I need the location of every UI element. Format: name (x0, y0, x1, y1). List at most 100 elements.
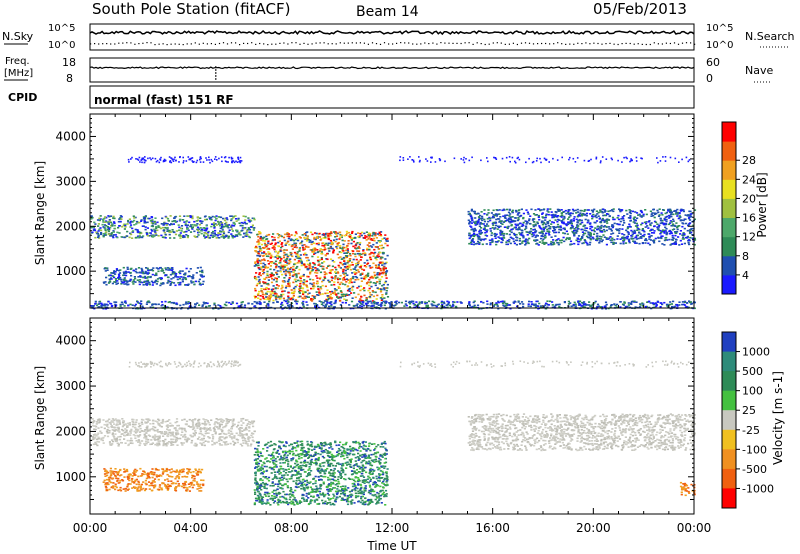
sparse-cell (171, 157, 173, 160)
range-cell (358, 299, 361, 302)
range-cell (674, 240, 677, 243)
range-cell (267, 279, 270, 281)
range-cell (371, 277, 374, 279)
range-cell (258, 259, 261, 262)
range-cell (93, 428, 96, 430)
range-cell (186, 227, 189, 230)
range-cell (595, 220, 599, 222)
nsearch-point (416, 43, 418, 45)
range-cell (584, 218, 587, 221)
range-cell (105, 225, 108, 227)
range-cell (375, 266, 378, 269)
range-cell (628, 238, 631, 241)
sparse-cell (191, 160, 194, 162)
range-cell (274, 256, 277, 258)
range-cell (482, 238, 486, 241)
range-cell (90, 226, 93, 229)
range-cell (471, 305, 474, 308)
range-cell (123, 236, 126, 239)
range-cell (474, 224, 477, 226)
range-cell (284, 273, 287, 275)
range-cell (312, 268, 315, 271)
sparse-cell (156, 159, 159, 162)
range-cell (254, 296, 257, 298)
range-cell (106, 269, 109, 271)
sparse-cell (190, 157, 193, 160)
range-cell (286, 267, 289, 270)
range-cell (527, 305, 530, 307)
range-cell (316, 282, 319, 284)
range-cell (169, 284, 172, 286)
range-cell (470, 217, 473, 220)
range-cell (224, 236, 227, 238)
range-cell (293, 242, 296, 245)
range-cell (494, 221, 497, 224)
range-cell (596, 228, 599, 231)
range-cell (204, 227, 207, 230)
range-cell (633, 300, 636, 303)
range-cell (334, 302, 337, 304)
range-cell (519, 302, 522, 305)
range-cell (637, 237, 640, 240)
range-cell (219, 227, 222, 230)
range-cell (515, 233, 518, 236)
range-cell (693, 243, 696, 246)
range-cell (671, 305, 674, 308)
range-cell (203, 234, 206, 236)
range-cell (362, 252, 365, 255)
range-cell (346, 289, 350, 292)
range-cell (573, 229, 576, 232)
date-label: 05/Feb/2013 (593, 0, 687, 18)
range-cell (221, 222, 224, 224)
range-cell (314, 232, 317, 234)
range-cell (621, 228, 624, 230)
range-cell (107, 230, 110, 233)
range-cell (279, 260, 282, 262)
range-cell (593, 230, 596, 233)
range-cell (520, 208, 523, 211)
range-cell (217, 222, 220, 224)
nsearch-point (162, 43, 164, 45)
range-cell (231, 302, 234, 304)
range-cell (94, 300, 97, 303)
range-cell (347, 279, 350, 281)
range-cell (103, 303, 106, 305)
range-cell (337, 297, 340, 299)
range-cell (277, 265, 281, 268)
range-cell (408, 300, 411, 303)
sparse-cell (411, 159, 413, 161)
sparse-cell (205, 157, 207, 159)
range-cell (442, 301, 445, 303)
range-cell (538, 302, 541, 305)
power-colorbar-tick: 24 (742, 173, 756, 186)
nsearch-point (569, 43, 571, 45)
range-cell (379, 233, 382, 236)
range-cell (279, 235, 282, 237)
range-cell (288, 285, 291, 288)
sparse-cell (236, 161, 239, 163)
range-cell (587, 209, 590, 211)
range-cell (582, 225, 585, 228)
range-cell (549, 242, 552, 245)
range-cell (576, 240, 580, 243)
range-cell (164, 300, 167, 303)
range-cell (184, 303, 187, 305)
range-cell (287, 295, 290, 298)
range-cell (311, 255, 314, 258)
range-cell (528, 237, 531, 240)
range-cell (114, 273, 117, 275)
range-cell (357, 269, 360, 271)
range-cell (155, 267, 158, 269)
range-cell (185, 220, 188, 222)
range-cell (248, 231, 251, 234)
range-cell (146, 227, 149, 229)
range-cell (370, 275, 373, 278)
range-cell (614, 304, 617, 307)
range-cell (343, 266, 347, 268)
range-cell (572, 304, 575, 307)
range-cell (595, 210, 598, 212)
range-cell (673, 228, 676, 230)
range-cell (303, 244, 306, 246)
range-cell (153, 228, 156, 231)
